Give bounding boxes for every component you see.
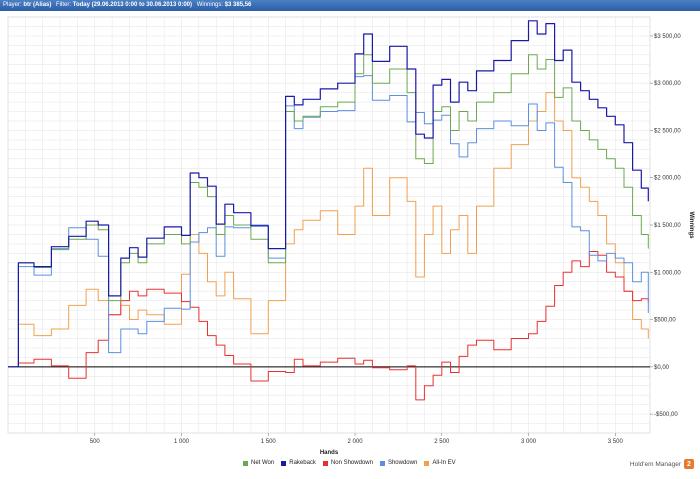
chart-legend: Net Won Rakeback Non Showdown Showdown All-I…: [243, 458, 463, 468]
legend-item-rakeback: Rakeback: [281, 460, 316, 466]
window-title-bar: Player: btr (Alias) Filter: Today (29.06…: [0, 0, 700, 11]
y-tick-label: $1 500,00: [654, 223, 681, 229]
player-value: btr (Alias): [23, 2, 52, 8]
y-tick-label: $2 000,00: [654, 176, 681, 182]
filter-value: Today (29.06.2013 0:00 to 30.06.2013 0:0…: [72, 2, 193, 8]
legend-label: Net Won: [251, 460, 275, 466]
legend-item-net-won: Net Won: [243, 460, 274, 466]
legend-item-non-showdown: Non Showdown: [322, 460, 373, 466]
y-tick-label: $500,00: [654, 318, 676, 324]
y-tick-label: $3 500,00: [654, 34, 681, 40]
legend-label: All-In EV: [432, 460, 456, 466]
filter-label: Filter:: [56, 2, 72, 8]
winnings-label: Winnings:: [196, 2, 224, 8]
y-tick-label: $1 000,00: [654, 270, 681, 276]
y-tick-label: -$500,00: [654, 412, 678, 418]
grid-layer: [7, 16, 651, 434]
y-tick-label: $2 500,00: [654, 128, 681, 134]
series-line-non-showdown: [8, 251, 649, 401]
brand-logo: Hold'em Manager 2: [630, 459, 694, 469]
player-label: Player:: [3, 2, 22, 8]
series-line-rakeback: [8, 20, 649, 368]
series-line-showdown: [8, 75, 649, 368]
legend-swatch: [243, 460, 248, 466]
series-line-all-in-ev: [8, 92, 649, 368]
legend-label: Showdown: [387, 460, 418, 466]
y-tick-label: $3 000,00: [654, 81, 681, 87]
winnings-value: $3 385,56: [224, 2, 252, 8]
x-tick-label: 3 000: [521, 439, 537, 445]
x-tick-label: 1 000: [174, 439, 190, 445]
y-axis-title: Winnings: [688, 212, 694, 240]
brand-name: Hold'em Manager: [629, 460, 681, 468]
legend-label: Non Showdown: [330, 460, 373, 466]
x-tick-label: 2 500: [434, 439, 450, 445]
tick-layer: -$500,00 $0,00 $500,00 $1 000,00 $1 500,00 $2…: [90, 34, 682, 445]
hem-logo-icon: 2: [684, 459, 694, 469]
winnings-chart[interactable]: -$500,00 $0,00 $500,00 $1 000,00 $1 500,00 $2…: [0, 11, 700, 479]
chart-area[interactable]: -$500,00 $0,00 $500,00 $1 000,00 $1 500,00 $2…: [0, 11, 700, 479]
legend-swatch: [424, 460, 430, 466]
legend-label: Rakeback: [289, 460, 316, 466]
legend-item-all-in-ev: All-In EV: [424, 460, 456, 466]
y-tick-label: $0,00: [654, 365, 670, 371]
x-tick-label: 3 500: [608, 439, 624, 445]
series-line-net-won: [8, 54, 649, 368]
legend-swatch: [322, 460, 328, 466]
x-axis-title: Hands: [320, 450, 339, 456]
series-layer: [8, 20, 649, 401]
legend-item-showdown: Showdown: [379, 460, 418, 466]
x-tick-label: 1 500: [261, 439, 277, 445]
x-tick-label: 500: [90, 439, 101, 445]
x-tick-label: 2 000: [348, 439, 364, 445]
legend-swatch: [281, 460, 287, 466]
legend-swatch: [379, 460, 385, 466]
